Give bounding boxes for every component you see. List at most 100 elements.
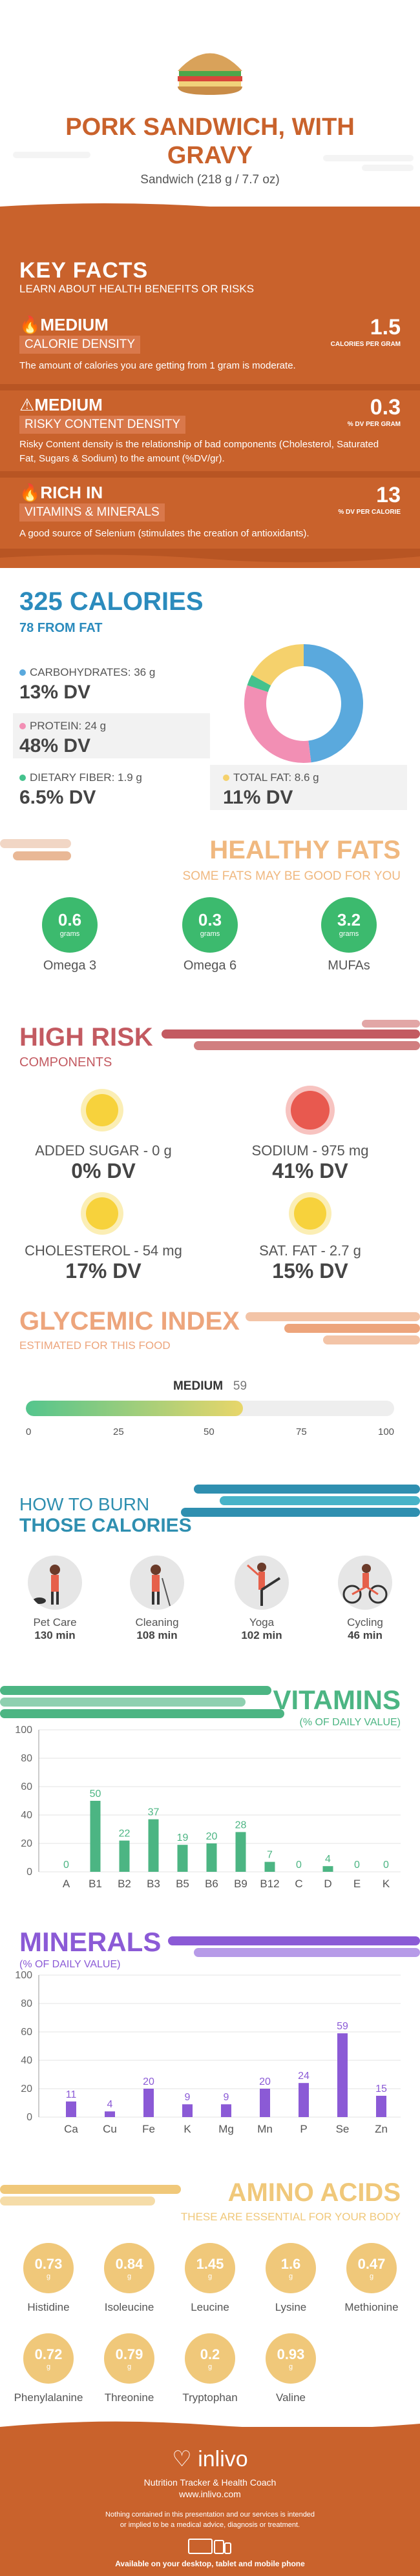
bar-B5: [177, 1845, 188, 1872]
x-tick-label: Cu: [103, 2123, 117, 2135]
fact-desc: A good source of Selenium (stimulates th…: [19, 528, 310, 539]
y-tick-label: 0: [26, 1867, 32, 1878]
page-title: PORK SANDWICH, WITH GRAVY: [65, 114, 355, 169]
amino-decor: [0, 2185, 181, 2206]
y-tick-label: 80: [21, 1753, 32, 1764]
footer-url[interactable]: www.inlivo.com: [179, 2489, 241, 2499]
key-facts-heading: KEY FACTS: [19, 258, 149, 283]
footer-disclaimer: Nothing contained in this presentation a…: [105, 2511, 315, 2529]
x-tick-label: B12: [260, 1878, 279, 1890]
wave-top: [0, 203, 420, 219]
amino-lysine: 1.6 g Lysine: [252, 2243, 330, 2314]
bar-value-label: 4: [325, 1854, 331, 1865]
header: PORK SANDWICH, WITH GRAVY Sandwich (218 …: [0, 0, 420, 187]
risk-decor: [162, 1020, 420, 1050]
footer-logo[interactable]: ♡ inlivo: [172, 2447, 248, 2471]
bar-B12: [264, 1861, 275, 1872]
bar-Mg: [221, 2104, 231, 2117]
footer-wave: [0, 2421, 420, 2437]
glycemic-level: MEDIUM: [173, 1379, 224, 1393]
y-tick-label: 60: [21, 2027, 32, 2038]
bar-B1: [90, 1801, 101, 1872]
vitamins-subtitle: (% OF DAILY VALUE): [299, 1717, 401, 1728]
x-tick-label: A: [63, 1878, 70, 1890]
fats-decor: [0, 839, 71, 860]
glycemic-bar-track: [26, 1401, 394, 1416]
risk-cholesterol: CHOLESTEROL - 54 mg 17% DV: [25, 1242, 182, 1283]
x-tick-label: K: [184, 2123, 191, 2135]
bar-value-label: 22: [119, 1829, 131, 1840]
vitamins-decor: [0, 1686, 284, 1718]
amino-badge: 1.45 g: [185, 2243, 235, 2293]
nutrient-bg: [210, 765, 407, 810]
glycemic-value: 59: [233, 1379, 247, 1393]
divider: [0, 471, 420, 478]
happy-face-icon: [86, 1094, 118, 1126]
x-tick-label: B3: [147, 1878, 160, 1890]
bar-value-label: 0: [354, 1860, 360, 1871]
y-tick-label: 20: [21, 1838, 32, 1849]
glycemic-ticks: 0 25 50 75 100: [26, 1426, 394, 1439]
minerals-title: MINERALS: [19, 1927, 162, 1957]
key-facts-section: KEY FACTS LEARN ABOUT HEALTH BENEFITS OR…: [0, 203, 420, 568]
high-risk-section: HIGH RISK COMPONENTS ADDED SUGAR - 0 g 0…: [0, 1017, 420, 1404]
x-tick-label: Fe: [142, 2123, 155, 2135]
amino-methionine: 0.47 g Methionine: [333, 2243, 410, 2314]
y-tick-label: 40: [21, 1810, 32, 1821]
glycemic-index-section: GLYCEMIC INDEX ESTIMATED FOR THIS FOOD M…: [0, 1307, 420, 1475]
fact-unit: % DV PER GRAM: [347, 421, 401, 428]
amino-badge: 0.2 g: [185, 2333, 235, 2384]
minerals-decor: [168, 1936, 420, 1957]
footer-available: Available on your desktop, tablet and mo…: [115, 2559, 305, 2568]
minerals-bar-chart: 0 20 40 60 80 100 11 Ca 4 Cu 20 Fe 9 K 9 Mg 20 Mn 24 P 59 Se 1…: [15, 1970, 401, 2135]
burn-title-2: THOSE CALORIES: [19, 1515, 192, 1536]
y-tick-label: 0: [26, 2112, 32, 2123]
fat-omega6-badge: 0.3 grams: [182, 897, 238, 953]
fat-mufas-label: MUFAs: [328, 958, 370, 973]
amino-badge: 1.6 g: [266, 2243, 316, 2293]
x-tick-label: Ca: [64, 2123, 78, 2135]
y-tick-label: 20: [21, 2084, 32, 2094]
header-decor: [13, 152, 414, 171]
amino-phenylalanine: 0.72 g Phenylalanine: [10, 2333, 87, 2404]
nutrient-dv: 6.5% DV: [19, 787, 96, 808]
fact-desc: Risky Content density is the relationshi…: [19, 439, 379, 464]
activity-cycling: Cycling 46 min: [320, 1556, 410, 1642]
x-tick-label: P: [300, 2123, 307, 2135]
bar-Se: [337, 2033, 348, 2117]
bar-value-label: 50: [90, 1789, 101, 1800]
fact-value: 0.3: [370, 395, 401, 420]
healthy-fats-section: HEALTHY FATS SOME FATS MAY BE GOOD FOR Y…: [0, 836, 420, 997]
amino-badge: 0.79 g: [104, 2333, 154, 2384]
dot-icon: [223, 775, 229, 781]
amino-leucine: 1.45 g Leucine: [171, 2243, 249, 2314]
flame-icon: 🔥: [19, 315, 41, 334]
amino-badge: 0.84 g: [104, 2243, 154, 2293]
footer: ♡ inlivo Nutrition Tracker & Health Coac…: [0, 2421, 420, 2576]
bar-Cu: [105, 2111, 115, 2117]
x-tick-label: B6: [205, 1878, 218, 1890]
x-tick-label: B5: [176, 1878, 189, 1890]
nutrient-dv: 11% DV: [223, 787, 293, 808]
activity-yoga: Yoga 102 min: [216, 1556, 307, 1642]
sandwich-icon: [178, 53, 242, 95]
amino-badge: 0.47 g: [346, 2243, 397, 2293]
bar-value-label: 28: [235, 1820, 247, 1831]
sad-face-icon: [291, 1091, 330, 1130]
x-tick-label: Mg: [218, 2123, 234, 2135]
bar-value-label: 7: [267, 1850, 273, 1861]
nutrient-protein: PROTEIN: 24 g 48% DV: [19, 720, 107, 756]
donut-slice-fiber: [247, 674, 271, 693]
glycemic-bar-fill: [26, 1401, 244, 1416]
y-tick-label: 60: [21, 1781, 32, 1792]
y-tick-label: 40: [21, 2055, 32, 2066]
bar-Ca: [66, 2101, 76, 2117]
tick-label: 50: [204, 1426, 215, 1437]
high-risk-title: HIGH RISK: [19, 1023, 153, 1051]
risk-added-sugar: ADDED SUGAR - 0 g 0% DV: [35, 1142, 172, 1182]
x-tick-label: B1: [89, 1878, 102, 1890]
cycling-icon: [338, 1556, 392, 1610]
bar-value-label: 9: [185, 2092, 191, 2103]
vitamins-title: VITAMINS: [273, 1685, 401, 1715]
happy-face-icon: [86, 1197, 118, 1230]
